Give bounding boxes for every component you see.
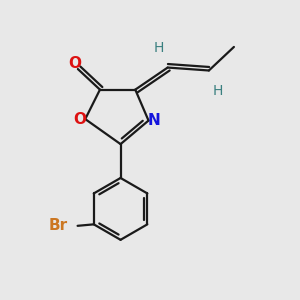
Text: H: H bbox=[212, 84, 223, 98]
Text: O: O bbox=[68, 56, 81, 71]
Text: Br: Br bbox=[49, 218, 68, 233]
Text: N: N bbox=[148, 113, 161, 128]
Text: H: H bbox=[154, 41, 164, 56]
Text: O: O bbox=[74, 112, 86, 127]
